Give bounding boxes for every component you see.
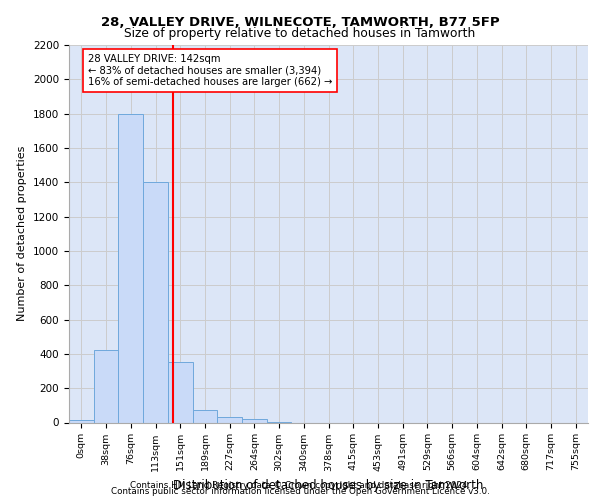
Bar [69, 420, 94, 422]
Text: 28 VALLEY DRIVE: 142sqm
← 83% of detached houses are smaller (3,394)
16% of semi: 28 VALLEY DRIVE: 142sqm ← 83% of detache… [88, 54, 332, 87]
Text: Contains public sector information licensed under the Open Government Licence v3: Contains public sector information licen… [110, 488, 490, 496]
Bar [143, 182, 168, 422]
Bar [242, 419, 267, 422]
Bar [168, 362, 193, 422]
Text: Size of property relative to detached houses in Tamworth: Size of property relative to detached ho… [124, 28, 476, 40]
Text: 28, VALLEY DRIVE, WILNECOTE, TAMWORTH, B77 5FP: 28, VALLEY DRIVE, WILNECOTE, TAMWORTH, B… [101, 16, 499, 30]
Text: Contains HM Land Registry data © Crown copyright and database right 2024.: Contains HM Land Registry data © Crown c… [130, 480, 470, 490]
Bar [217, 418, 242, 422]
Bar [118, 114, 143, 422]
X-axis label: Distribution of detached houses by size in Tamworth: Distribution of detached houses by size … [173, 479, 484, 492]
Y-axis label: Number of detached properties: Number of detached properties [17, 146, 28, 322]
Bar [193, 410, 217, 422]
Bar [94, 350, 118, 422]
